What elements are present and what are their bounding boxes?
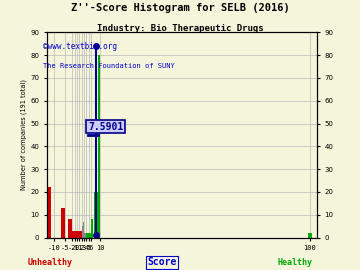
Bar [68, 219, 70, 238]
Bar [47, 187, 51, 238]
Text: Industry: Bio Therapeutic Drugs: Industry: Bio Therapeutic Drugs [97, 24, 263, 33]
Y-axis label: Number of companies (191 total): Number of companies (191 total) [21, 79, 27, 191]
Bar [75, 231, 77, 238]
Bar [89, 233, 91, 238]
Bar [91, 219, 93, 238]
Text: Healthy: Healthy [278, 258, 313, 267]
Bar [308, 233, 312, 238]
Bar [84, 233, 86, 238]
Text: Unhealthy: Unhealthy [28, 258, 73, 267]
Bar [80, 231, 82, 238]
Bar [70, 219, 72, 238]
Bar [86, 233, 89, 238]
Text: The Research Foundation of SUNY: The Research Foundation of SUNY [43, 62, 175, 69]
Text: Score: Score [147, 257, 177, 267]
Bar [82, 226, 83, 238]
Bar [94, 192, 98, 238]
Text: Z''-Score Histogram for SELB (2016): Z''-Score Histogram for SELB (2016) [71, 3, 289, 13]
Text: 7.5901: 7.5901 [88, 122, 123, 131]
Bar [61, 208, 65, 238]
Bar [72, 231, 75, 238]
Bar [77, 231, 79, 238]
Bar [98, 55, 100, 238]
Bar [83, 222, 84, 238]
Text: ©www.textbiz.org: ©www.textbiz.org [43, 42, 117, 50]
